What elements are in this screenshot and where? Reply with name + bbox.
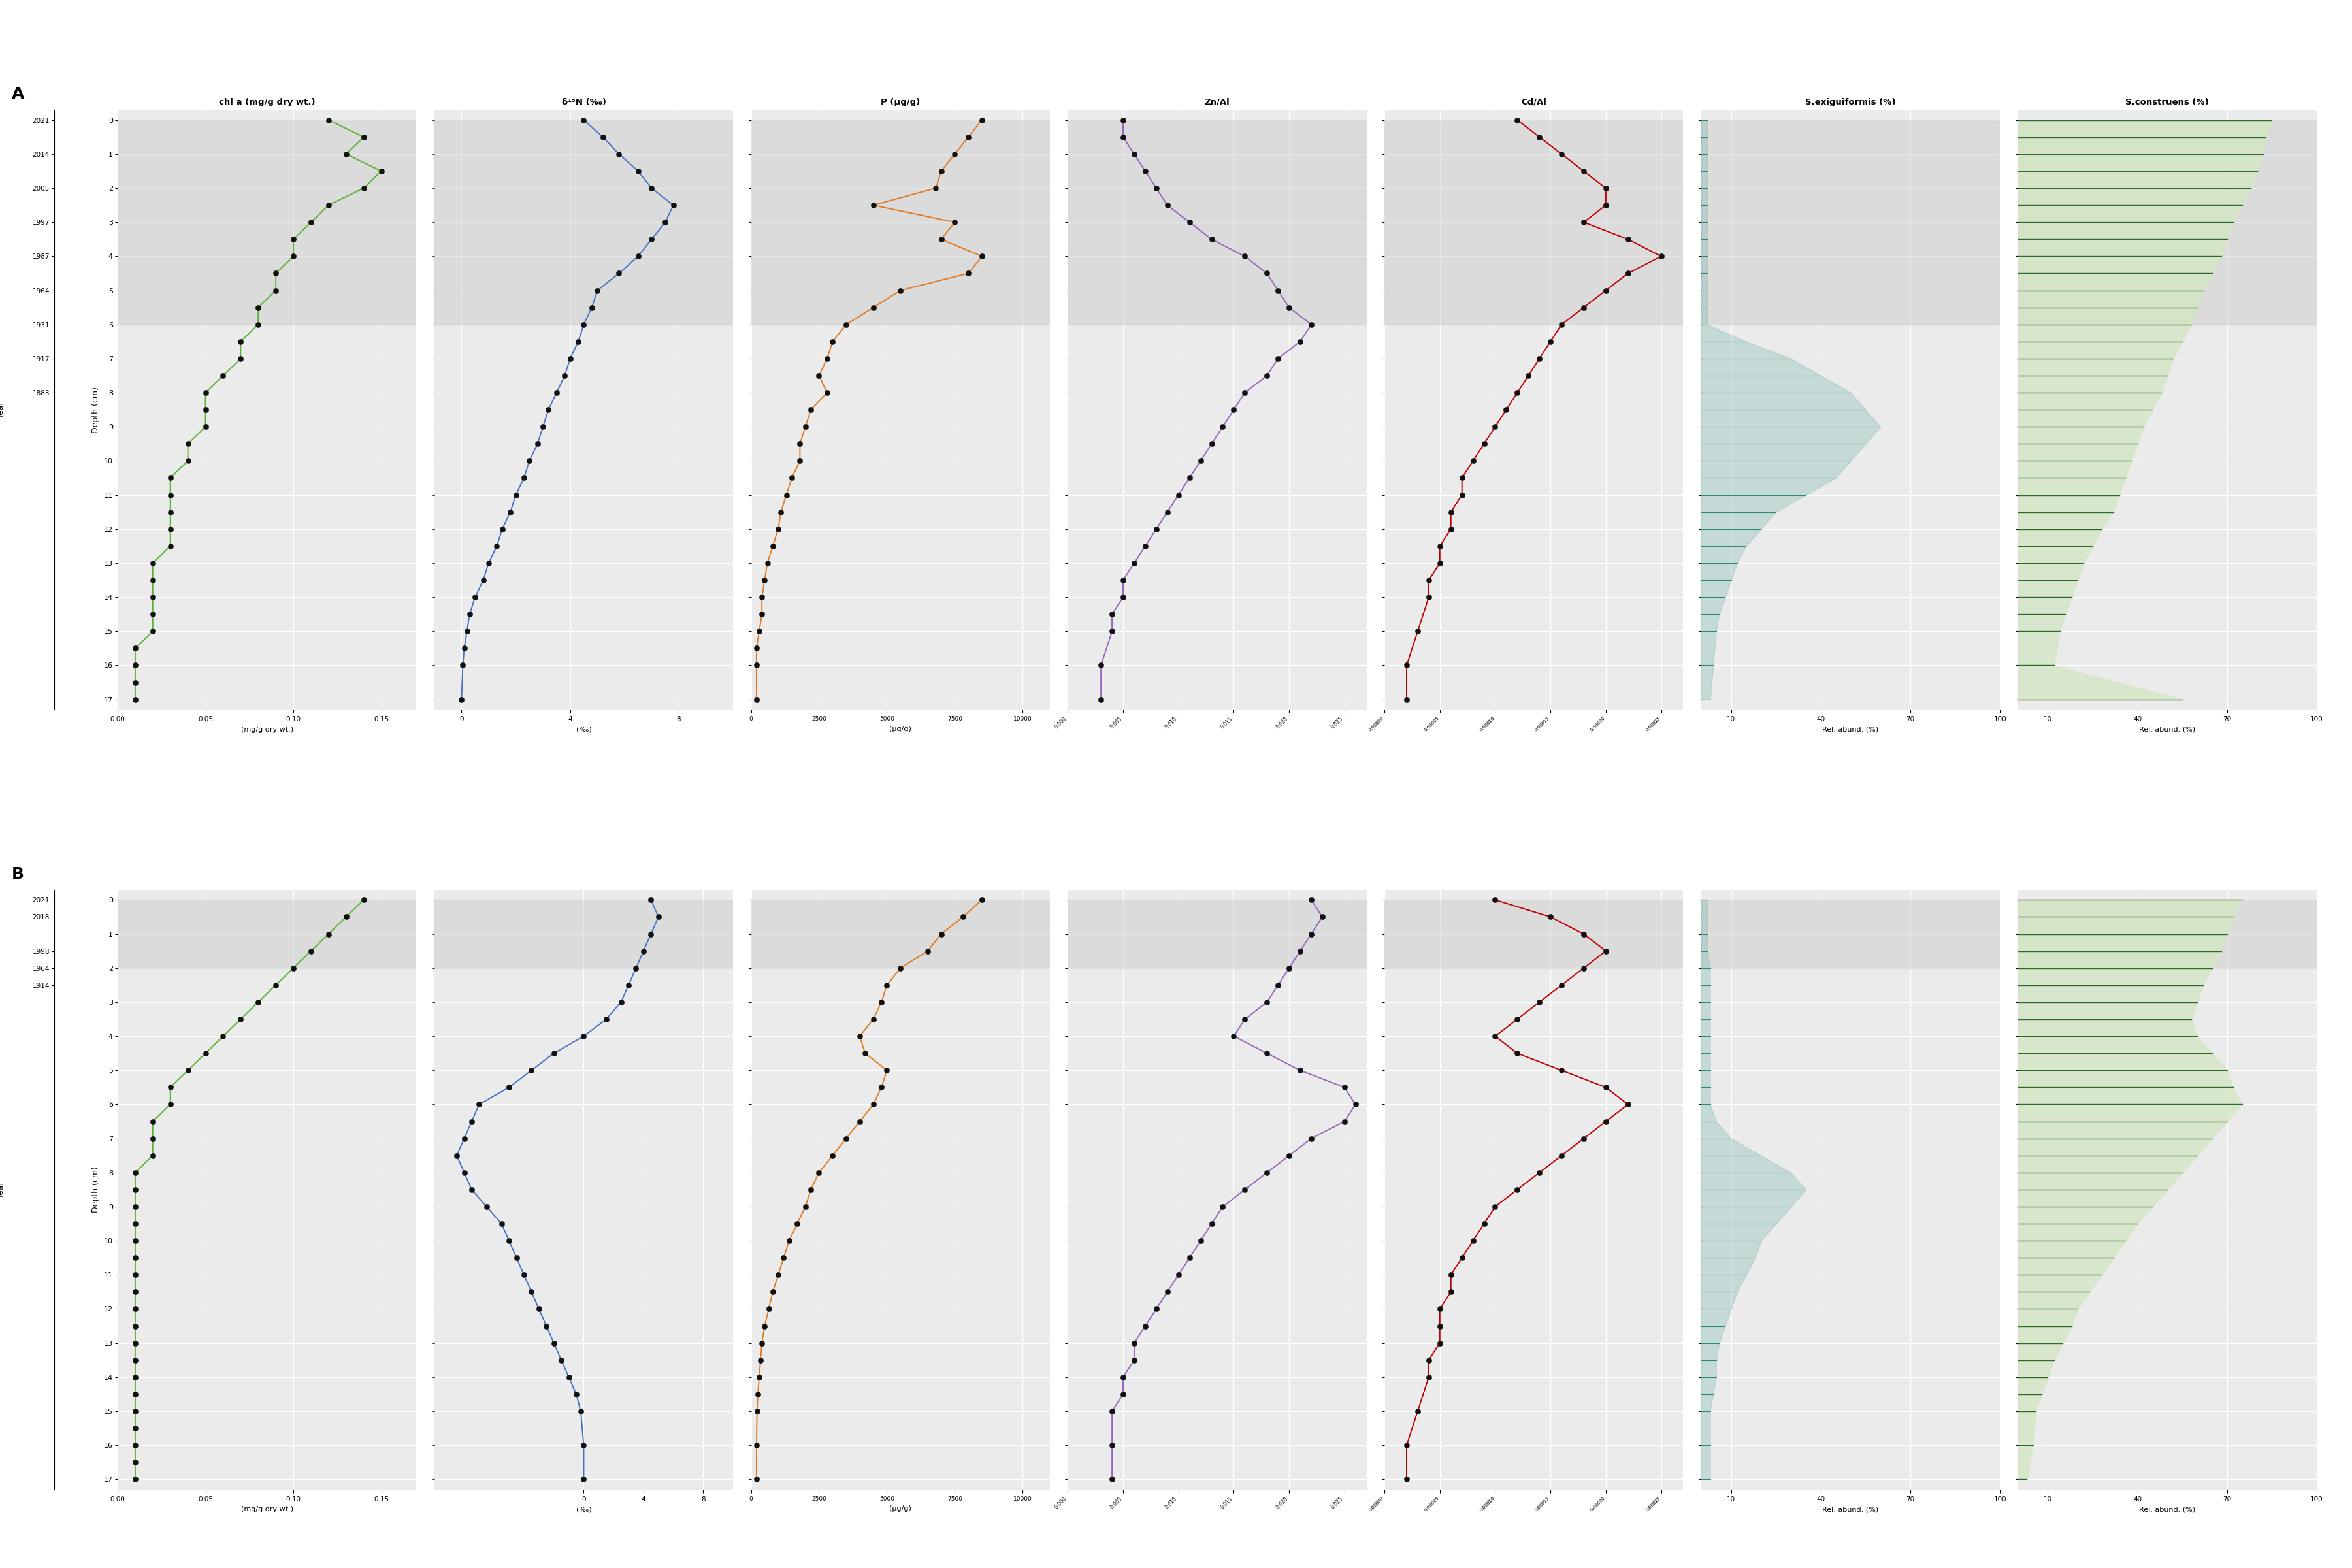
Y-axis label: Depth (cm): Depth (cm) <box>92 1167 101 1212</box>
Bar <box>435 121 734 325</box>
Title: δ¹⁵N (‰): δ¹⁵N (‰) <box>562 97 607 107</box>
Bar <box>750 900 1049 967</box>
Bar <box>1700 900 1999 967</box>
X-axis label: (μg/g): (μg/g) <box>889 1505 913 1512</box>
Title: S.exiguiformis (%): S.exiguiformis (%) <box>1806 97 1896 107</box>
Bar <box>2018 121 2317 325</box>
Text: A: A <box>12 86 24 102</box>
Bar <box>1700 121 1999 325</box>
X-axis label: (mg/g dry wt.): (mg/g dry wt.) <box>240 726 294 732</box>
Bar <box>2018 900 2317 967</box>
Y-axis label: Year: Year <box>0 401 5 419</box>
Bar <box>118 900 416 967</box>
Title: Cd/Al: Cd/Al <box>1522 97 1548 107</box>
Title: chl a (mg/g dry wt.): chl a (mg/g dry wt.) <box>219 97 315 107</box>
Bar <box>435 900 734 967</box>
Title: P (μg/g): P (μg/g) <box>880 97 920 107</box>
X-axis label: Rel. abund. (%): Rel. abund. (%) <box>1823 726 1879 732</box>
X-axis label: Rel. abund. (%): Rel. abund. (%) <box>1823 1507 1879 1513</box>
X-axis label: (mg/g dry wt.): (mg/g dry wt.) <box>240 1507 294 1513</box>
Y-axis label: Year: Year <box>0 1181 5 1198</box>
Bar <box>750 121 1049 325</box>
Bar <box>1385 121 1684 325</box>
X-axis label: (μg/g): (μg/g) <box>889 726 913 732</box>
Y-axis label: Depth (cm): Depth (cm) <box>92 387 101 433</box>
Bar <box>1068 900 1367 967</box>
Bar <box>118 121 416 325</box>
Bar <box>1385 900 1684 967</box>
X-axis label: Rel. abund. (%): Rel. abund. (%) <box>2140 1507 2194 1513</box>
Bar <box>1068 121 1367 325</box>
Title: S.construens (%): S.construens (%) <box>2126 97 2209 107</box>
Text: B: B <box>12 866 24 881</box>
X-axis label: Rel. abund. (%): Rel. abund. (%) <box>2140 726 2194 732</box>
Title: Zn/Al: Zn/Al <box>1204 97 1230 107</box>
X-axis label: (‰): (‰) <box>576 1507 590 1513</box>
X-axis label: (‰): (‰) <box>576 726 590 732</box>
